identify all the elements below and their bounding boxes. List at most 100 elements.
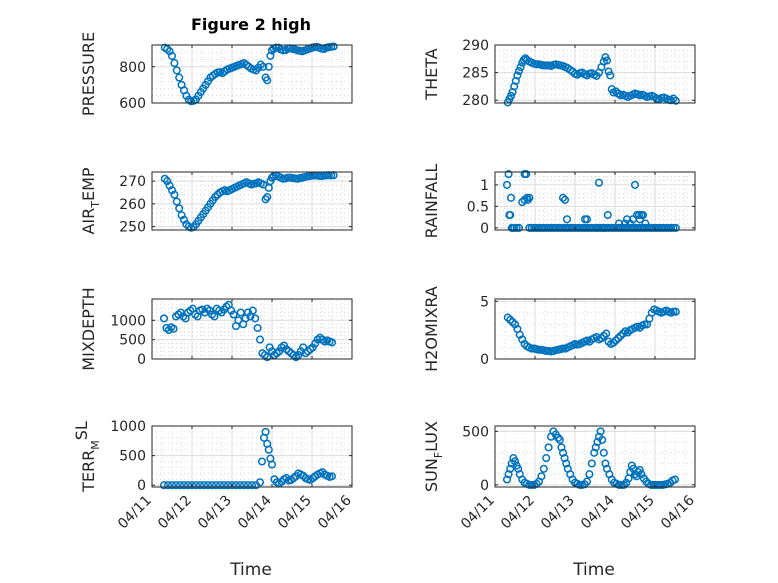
data-point bbox=[327, 338, 337, 347]
data-point bbox=[257, 457, 267, 466]
data-point bbox=[558, 344, 568, 353]
y-tick-label: 800 bbox=[119, 60, 146, 76]
y-tick-label: 500 bbox=[462, 424, 489, 440]
data-point bbox=[163, 481, 173, 490]
data-point bbox=[638, 210, 648, 220]
minor-grid bbox=[495, 45, 695, 103]
y-tick-label: 600 bbox=[119, 96, 146, 112]
data-point bbox=[600, 223, 609, 232]
figure-title: Figure 2 high bbox=[191, 15, 311, 34]
data-point bbox=[203, 481, 213, 490]
data-point bbox=[229, 310, 238, 319]
data-point bbox=[263, 353, 272, 362]
y-axis-label: AIRTEMP bbox=[79, 167, 102, 234]
data-point bbox=[259, 180, 268, 189]
y-tick-label: 260 bbox=[119, 197, 146, 213]
data-point bbox=[207, 481, 217, 490]
y-axis-label: MIXDEPTH bbox=[79, 287, 98, 370]
data-point bbox=[172, 197, 181, 206]
data-point bbox=[575, 480, 584, 489]
minor-grid bbox=[152, 426, 352, 487]
data-point bbox=[191, 481, 201, 490]
y-tick-label: 0 bbox=[480, 352, 489, 368]
data-point bbox=[558, 193, 568, 202]
data-point bbox=[622, 478, 631, 487]
data-point bbox=[590, 448, 599, 457]
data-point bbox=[219, 481, 229, 490]
data-series bbox=[502, 427, 680, 489]
data-point bbox=[555, 435, 564, 444]
data-point bbox=[508, 318, 517, 327]
y-axis-label: H2OMIXRA bbox=[422, 286, 441, 372]
data-point bbox=[502, 475, 512, 484]
data-point bbox=[618, 329, 628, 338]
data-point bbox=[210, 312, 219, 321]
data-point bbox=[171, 481, 181, 490]
data-point bbox=[532, 60, 541, 69]
y-tick-label: 280 bbox=[462, 93, 489, 109]
data-point bbox=[596, 427, 605, 436]
data-point bbox=[169, 324, 178, 333]
data-point bbox=[170, 59, 179, 68]
data-point bbox=[263, 76, 272, 85]
data-point bbox=[599, 448, 608, 457]
axes-frame bbox=[494, 171, 696, 231]
axes-frame bbox=[151, 44, 353, 104]
y-tick-label: 500 bbox=[119, 333, 146, 349]
data-point bbox=[255, 478, 265, 487]
data-point bbox=[223, 481, 233, 490]
data-point bbox=[609, 338, 618, 347]
data-point bbox=[670, 475, 680, 484]
data-point bbox=[513, 71, 522, 80]
y-axis-label: RAINFALL bbox=[422, 164, 441, 239]
data-point bbox=[666, 223, 676, 232]
data-point bbox=[510, 457, 520, 466]
data-point bbox=[239, 481, 249, 490]
data-point bbox=[611, 336, 620, 345]
data-point bbox=[671, 223, 680, 232]
data-point bbox=[604, 67, 613, 76]
data-point bbox=[585, 470, 594, 479]
data-series bbox=[159, 300, 337, 362]
data-series bbox=[159, 427, 337, 490]
data-point bbox=[163, 44, 172, 54]
data-series bbox=[160, 42, 338, 106]
data-point bbox=[251, 314, 260, 323]
data-point bbox=[606, 71, 615, 80]
data-point bbox=[261, 427, 270, 436]
data-point bbox=[170, 190, 179, 199]
y-tick-label: 250 bbox=[119, 220, 146, 236]
data-point bbox=[506, 210, 515, 220]
data-point bbox=[504, 170, 513, 179]
data-point bbox=[227, 481, 237, 490]
data-point bbox=[542, 454, 551, 463]
data-point bbox=[506, 193, 516, 202]
data-point bbox=[502, 180, 512, 189]
data-point bbox=[562, 215, 572, 224]
axes-frame bbox=[494, 44, 696, 104]
plot-area bbox=[152, 426, 352, 487]
y-tick-label: 1000 bbox=[110, 313, 146, 329]
data-point bbox=[248, 306, 257, 315]
data-point bbox=[243, 481, 253, 490]
data-point bbox=[516, 63, 525, 72]
data-point bbox=[560, 195, 570, 204]
subplot-air-temp: 250 260 270 AIRTEMP bbox=[79, 167, 353, 236]
x-axis-label-right: Time bbox=[572, 560, 615, 580]
data-point bbox=[671, 96, 680, 105]
data-point bbox=[617, 480, 626, 489]
data-point bbox=[669, 223, 678, 232]
y-tick-label: 0 bbox=[137, 478, 146, 494]
y-tick-label: 1 bbox=[480, 178, 489, 194]
minor-grid bbox=[152, 172, 352, 230]
y-tick-label: 0 bbox=[480, 221, 489, 237]
data-point bbox=[630, 180, 640, 189]
data-point bbox=[506, 315, 515, 324]
data-point bbox=[271, 43, 281, 52]
y-tick-label: 290 bbox=[462, 38, 489, 54]
y-axis-label: THETA bbox=[422, 48, 441, 100]
data-point bbox=[172, 66, 181, 75]
data-point bbox=[602, 56, 612, 65]
data-point bbox=[641, 219, 650, 228]
data-point bbox=[264, 445, 273, 454]
